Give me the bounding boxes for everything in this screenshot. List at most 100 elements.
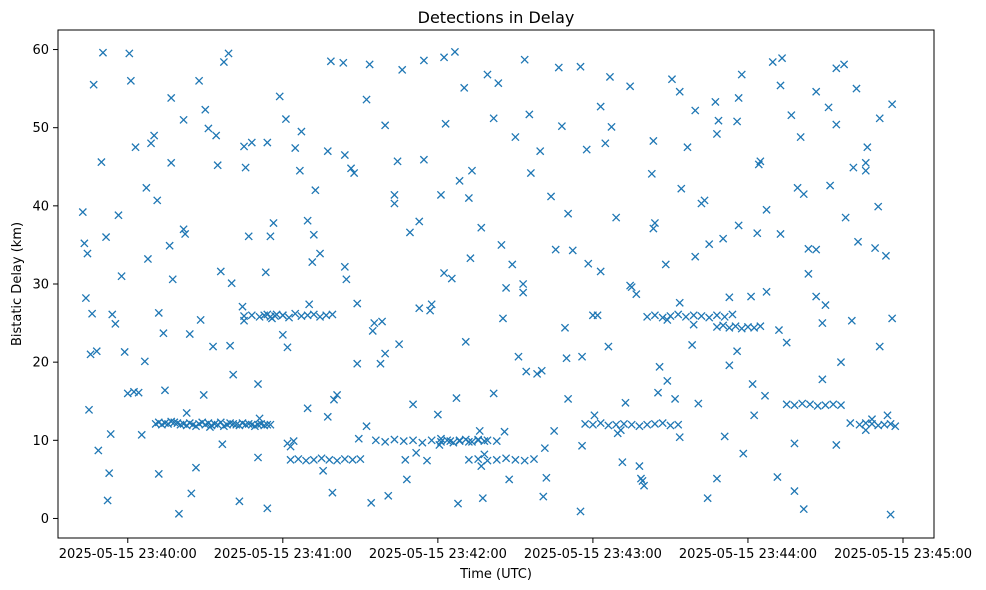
data-point (577, 352, 587, 361)
data-point (539, 492, 548, 501)
data-point (195, 76, 204, 85)
data-point (632, 290, 641, 299)
data-point (888, 100, 897, 109)
data-point (286, 455, 295, 464)
data-point (607, 122, 616, 131)
data-point (137, 430, 146, 439)
data-point (467, 437, 477, 446)
data-point (281, 115, 290, 124)
y-tick-label: 40 (32, 199, 49, 214)
data-point (855, 420, 864, 429)
data-point (627, 283, 636, 292)
data-point (805, 400, 815, 409)
data-point (146, 139, 156, 148)
data-point (542, 473, 551, 482)
data-point (196, 315, 205, 325)
data-point (508, 260, 517, 269)
data-point (756, 157, 765, 166)
data-point (346, 164, 356, 173)
data-point (284, 313, 294, 322)
data-point (502, 454, 511, 463)
data-point (226, 341, 235, 350)
data-point (291, 309, 300, 318)
data-point (498, 314, 508, 323)
data-point (489, 389, 498, 398)
data-point (750, 323, 759, 332)
data-point (422, 456, 432, 465)
data-point (263, 504, 272, 513)
data-point (852, 84, 861, 93)
data-point (224, 49, 233, 58)
data-point (323, 412, 332, 421)
data-point (103, 496, 112, 505)
data-point (618, 458, 627, 467)
data-point (377, 317, 387, 326)
data-point (160, 386, 170, 395)
data-point (871, 243, 880, 253)
data-point (647, 169, 656, 178)
data-point (875, 114, 884, 123)
data-point (655, 362, 664, 371)
data-point (500, 427, 509, 436)
data-point (433, 410, 442, 419)
data-point (165, 241, 174, 250)
data-point (441, 119, 450, 128)
data-point (514, 352, 523, 361)
x-tick-label: 2025-05-15 23:40:00 (59, 547, 197, 562)
x-tick-label: 2025-05-15 23:43:00 (524, 547, 662, 562)
data-point (365, 60, 374, 69)
data-point (317, 454, 326, 463)
data-point (390, 199, 399, 208)
y-axis: 0 10 20 30 40 50 60 (32, 43, 58, 527)
data-point (294, 455, 303, 464)
data-point (840, 60, 849, 69)
data-point (367, 498, 376, 507)
data-point (229, 370, 238, 379)
y-tick-label: 60 (32, 43, 49, 58)
data-point (753, 229, 762, 238)
data-point (208, 342, 218, 351)
data-point (401, 455, 410, 464)
data-point (464, 193, 473, 203)
data-point (694, 399, 703, 408)
data-point (881, 251, 890, 260)
y-axis-label: Bistatic Delay (km) (10, 222, 25, 346)
data-point (480, 437, 489, 446)
data-point (235, 497, 244, 506)
data-point (863, 143, 872, 152)
data-point (340, 262, 349, 271)
data-point (89, 80, 98, 89)
data-point (492, 455, 501, 464)
data-point (213, 161, 222, 170)
data-point (218, 440, 227, 449)
data-point (712, 311, 721, 320)
data-point (790, 487, 799, 496)
data-point (339, 58, 348, 67)
data-point (689, 320, 698, 329)
data-point (712, 129, 721, 139)
data-point (688, 340, 697, 350)
data-point (826, 181, 835, 190)
data-point (734, 221, 743, 230)
data-point (402, 475, 411, 484)
data-point (353, 359, 362, 368)
data-point (681, 312, 690, 321)
data-point (185, 329, 194, 339)
data-point (269, 218, 278, 228)
data-point (114, 211, 123, 220)
data-point (106, 429, 115, 439)
data-point (554, 63, 563, 72)
data-point (821, 301, 830, 310)
data-point (340, 455, 349, 464)
data-point (212, 131, 221, 140)
data-point (83, 249, 92, 258)
data-point (263, 138, 272, 147)
data-point (675, 298, 684, 307)
data-point (588, 420, 597, 429)
data-point (309, 310, 318, 319)
data-point (773, 472, 782, 482)
data-point (328, 488, 337, 497)
data-point (511, 455, 520, 464)
data-point (390, 435, 399, 444)
data-point (762, 205, 771, 214)
